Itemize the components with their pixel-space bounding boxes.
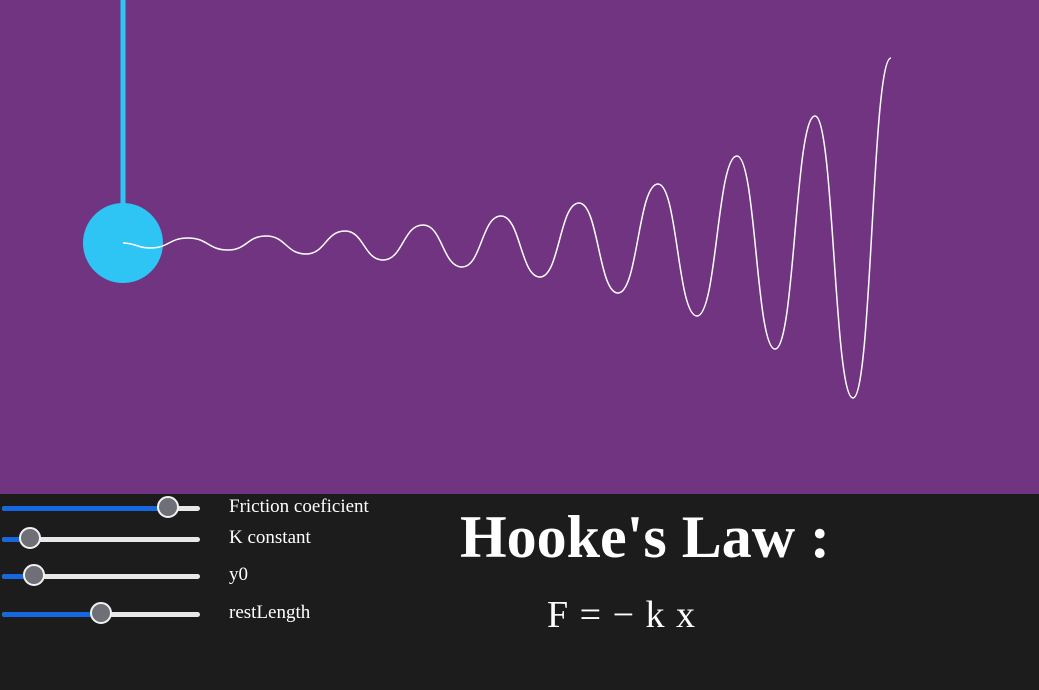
position-trace — [122, 57, 892, 399]
k-constant-slider-track[interactable] — [2, 537, 200, 542]
k-constant-slider-fill — [2, 537, 30, 542]
simulation-canvas[interactable] — [0, 0, 1039, 494]
y0-slider-thumb[interactable] — [22, 564, 45, 586]
friction-slider-fill — [2, 506, 169, 511]
rest-length-slider-row: restLength — [0, 600, 420, 628]
friction-slider-thumb[interactable] — [157, 496, 180, 518]
rest-length-slider-thumb[interactable] — [90, 602, 112, 624]
control-panel: Friction coeficient K constant y0 restLe… — [0, 494, 1039, 690]
k-constant-slider-row: K constant — [0, 525, 420, 553]
friction-slider-track[interactable] — [2, 506, 200, 511]
hooke-law-formula: F = − k x — [547, 594, 696, 636]
y0-slider-track[interactable] — [2, 574, 200, 579]
k-constant-slider-thumb[interactable] — [18, 527, 41, 549]
friction-slider-row: Friction coeficient — [0, 494, 420, 522]
y0-slider-fill — [2, 574, 34, 579]
k-constant-slider-label: K constant — [229, 527, 311, 548]
y0-slider-label: y0 — [229, 564, 248, 585]
friction-slider-label: Friction coeficient — [229, 496, 369, 517]
hooke-law-title: Hooke's Law : — [460, 504, 831, 570]
simulation-svg — [83, 0, 892, 399]
rest-length-slider-fill — [2, 612, 101, 617]
rest-length-slider-label: restLength — [229, 602, 311, 623]
y0-slider-row: y0 — [0, 562, 420, 590]
